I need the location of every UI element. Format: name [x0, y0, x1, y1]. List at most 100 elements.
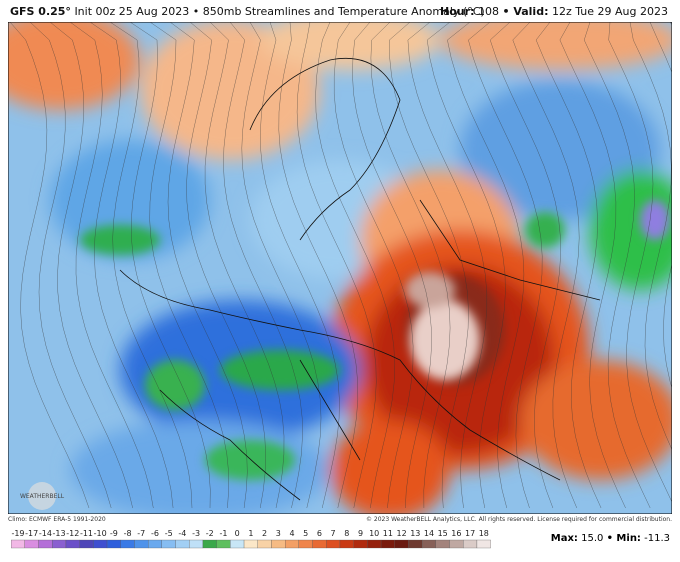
colorbar-swatch	[326, 539, 341, 549]
colorbar-swatch	[353, 539, 368, 549]
streamline	[407, 22, 488, 509]
header-left: GFS 0.25° Init 00z 25 Aug 2023 • 850mb S…	[10, 5, 485, 18]
colorbar-label: -7	[137, 529, 145, 538]
colorbar-label: -5	[165, 529, 173, 538]
max-min: Max: 15.0 • Min: -11.3	[551, 533, 670, 544]
streamline	[109, 22, 193, 509]
colorbar-swatch	[38, 539, 53, 549]
colorbar-label: -8	[124, 529, 132, 538]
colorbar-label: -1	[220, 529, 228, 538]
colorbar-swatch	[189, 539, 204, 549]
colorbar-label: 14	[424, 529, 434, 538]
streamline	[608, 22, 672, 503]
streamline	[9, 22, 90, 509]
colorbar-swatch	[134, 539, 149, 549]
streamline	[89, 22, 174, 509]
colorbar-swatch	[298, 539, 313, 549]
streamline	[241, 22, 322, 509]
colorbar-swatch	[449, 539, 464, 549]
streamline	[186, 22, 266, 509]
streamline	[559, 22, 626, 509]
colorbar-swatch	[175, 539, 190, 549]
hour: 108	[478, 5, 499, 18]
streamline	[426, 22, 506, 509]
colorbar-swatch	[421, 539, 436, 549]
colorbar-swatch	[24, 539, 39, 549]
streamline	[260, 22, 340, 509]
colorbar-label: 2	[262, 529, 267, 538]
colorbar-label: -4	[178, 529, 186, 538]
colorbar-label: 11	[383, 529, 393, 538]
colorbar-label: 1	[248, 529, 253, 538]
colorbar-swatch	[339, 539, 354, 549]
colorbar-label: -3	[192, 529, 200, 538]
colorbar-label: 18	[479, 529, 489, 538]
colorbar-swatch	[230, 539, 245, 549]
streamline	[69, 22, 154, 509]
colorbar-label: 12	[397, 529, 407, 538]
colorbar-swatch	[463, 539, 478, 549]
colorbar-swatch	[380, 539, 395, 549]
streamline	[167, 22, 248, 509]
streamline	[204, 22, 285, 509]
colorbar-label: 9	[358, 529, 363, 538]
streamline	[512, 22, 580, 509]
logo-badge	[28, 482, 56, 510]
colorbar-label: 8	[344, 529, 349, 538]
header-right: Hour: 108 • Valid: 12z Tue 29 Aug 2023	[440, 5, 668, 18]
streamline	[29, 22, 112, 509]
colorbar-label: 15	[438, 529, 448, 538]
colorbar-swatch	[394, 539, 409, 549]
colorbar-label: 16	[451, 529, 461, 538]
colorbar-swatch	[106, 539, 121, 549]
init: Init 00z 25 Aug 2023 • 850mb Streamlines…	[74, 5, 484, 18]
colorbar-swatch	[367, 539, 382, 549]
streamline	[333, 22, 414, 509]
colorbar-swatch	[284, 539, 299, 549]
colorbar-label: -2	[206, 529, 214, 538]
streamline	[468, 22, 543, 509]
colorbar-swatch	[476, 539, 491, 549]
colorbar-label: -10	[94, 529, 107, 538]
colorbar-swatch	[312, 539, 327, 549]
streamline	[489, 22, 561, 509]
map: WEATHERBELL	[8, 22, 672, 514]
colorbar-swatch	[147, 539, 162, 549]
colorbar-label: -6	[151, 529, 159, 538]
streamline	[278, 22, 359, 509]
colorbar: -19 -17 -14 -13 -12 -11 -10 -9 -8 -7 -6 -5 -4 -3 -2 -1 0…	[10, 529, 491, 549]
streamline	[296, 22, 377, 509]
model: GFS 0.25°	[10, 5, 71, 18]
logo: WEATHERBELL	[20, 493, 65, 500]
colorbar-label: 4	[289, 529, 294, 538]
hour-label: Hour:	[440, 5, 474, 18]
colorbar-swatch	[161, 539, 176, 549]
colorbar-swatch	[257, 539, 272, 549]
streamline	[535, 22, 602, 509]
streamline	[129, 22, 211, 509]
colorbar-label: -19	[11, 529, 24, 538]
streamline	[629, 22, 672, 451]
colorbar-swatch	[216, 539, 231, 549]
climo: Climo: ECMWF ERA-5 1991-2020	[8, 516, 106, 523]
colorbar-label: 5	[303, 529, 308, 538]
min: -11.3	[644, 533, 670, 544]
colorbar-label: 17	[465, 529, 475, 538]
streamline	[583, 22, 651, 509]
min-label: • Min:	[607, 533, 641, 544]
streamline	[223, 22, 303, 509]
streamline	[149, 22, 229, 509]
max-label: Max:	[551, 533, 578, 544]
streamline	[315, 22, 396, 509]
colorbar-label: 13	[410, 529, 420, 538]
colorbar-swatch	[93, 539, 108, 549]
colorbar-swatch	[271, 539, 286, 549]
colorbar-swatch	[435, 539, 450, 549]
colorbar-label: -17	[25, 529, 38, 538]
valid: 12z Tue 29 Aug 2023	[552, 5, 668, 18]
colorbar-label: 7	[331, 529, 336, 538]
colorbar-swatch	[202, 539, 217, 549]
colorbar-label: 0	[235, 529, 240, 538]
colorbar-label: -12	[66, 529, 79, 538]
colorbar-swatch	[243, 539, 258, 549]
